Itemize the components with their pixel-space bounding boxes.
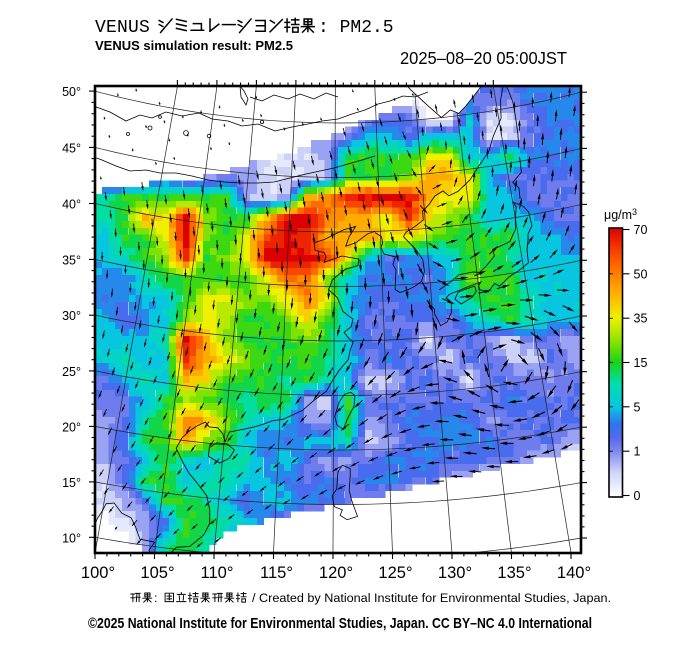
svg-text:30°: 30°	[62, 309, 81, 323]
svg-text:μg/m3: μg/m3	[604, 207, 637, 222]
svg-text:VENUS: VENUS	[95, 18, 150, 38]
svg-text:110°: 110°	[201, 564, 234, 582]
svg-text:100°: 100°	[81, 564, 115, 582]
svg-text:140°: 140°	[557, 564, 591, 582]
svg-text:130°: 130°	[438, 564, 472, 582]
svg-text:/ Created by National Institut: / Created by National Institute for Envi…	[252, 591, 611, 605]
svg-text:: PM2.5: : PM2.5	[318, 18, 394, 38]
svg-text:15°: 15°	[62, 476, 81, 490]
svg-text:1: 1	[634, 445, 641, 459]
svg-text:45°: 45°	[62, 141, 81, 155]
svg-text:35°: 35°	[62, 253, 81, 267]
svg-text:105°: 105°	[140, 564, 174, 582]
svg-text:©2025 National Institute for E: ©2025 National Institute for Environment…	[88, 615, 592, 632]
svg-text:135°: 135°	[497, 564, 531, 582]
svg-text:120°: 120°	[319, 564, 353, 582]
svg-text:50°: 50°	[62, 85, 81, 99]
svg-text:50: 50	[634, 267, 648, 281]
svg-text:10°: 10°	[62, 531, 81, 545]
svg-text:20°: 20°	[62, 420, 81, 434]
svg-text::: :	[154, 591, 157, 605]
svg-text:15: 15	[634, 356, 648, 370]
svg-text:35: 35	[634, 312, 648, 326]
svg-text:5: 5	[634, 400, 641, 414]
svg-text:115°: 115°	[260, 564, 293, 582]
svg-text:70: 70	[634, 223, 648, 237]
svg-text:VENUS simulation result: PM2.5: VENUS simulation result: PM2.5	[95, 38, 293, 53]
svg-text:125°: 125°	[378, 564, 412, 582]
svg-text:0: 0	[634, 489, 641, 503]
svg-text:40°: 40°	[62, 198, 81, 212]
svg-text:25°: 25°	[62, 365, 81, 379]
svg-text:2025–08–20 05:00JST: 2025–08–20 05:00JST	[400, 48, 567, 68]
